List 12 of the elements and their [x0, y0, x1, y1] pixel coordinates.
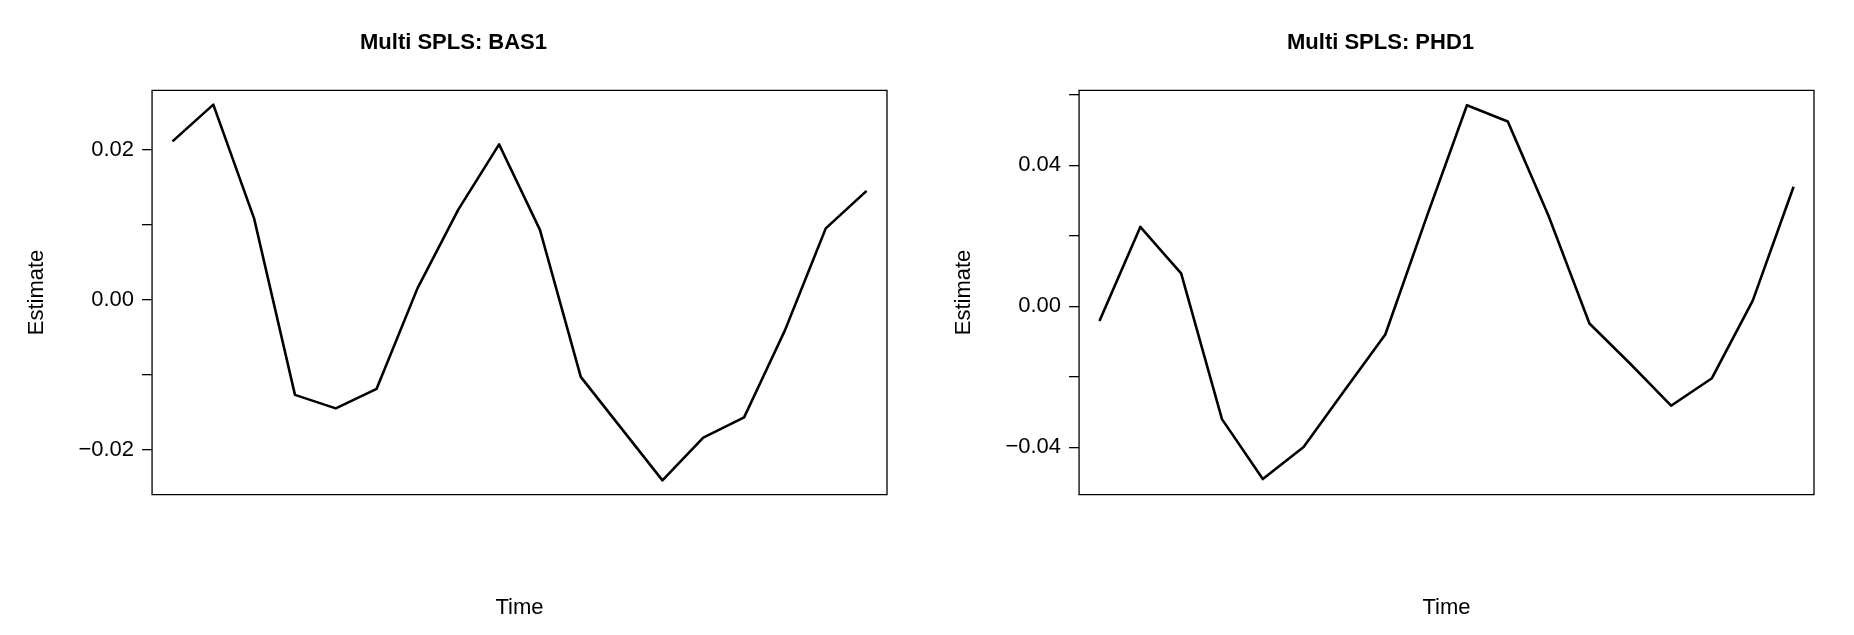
y-tick-label: −0.04 — [1005, 433, 1062, 459]
chart-title: Multi SPLS: BAS1 — [359, 29, 548, 55]
y-tick-label: −0.02 — [78, 435, 135, 461]
y-tick-label: 0.00 — [1018, 292, 1062, 318]
x-axis-title: Time — [1422, 593, 1471, 619]
y-axis-title: Estimate — [23, 249, 49, 336]
x-axis-title: Time — [495, 593, 544, 619]
y-axis-title: Estimate — [950, 249, 976, 336]
chart-title: Multi SPLS: PHD1 — [1286, 29, 1475, 55]
y-tick-label: 0.00 — [91, 285, 135, 311]
y-tick-label: 0.04 — [1018, 151, 1062, 177]
y-tick-label: 0.02 — [91, 135, 135, 161]
